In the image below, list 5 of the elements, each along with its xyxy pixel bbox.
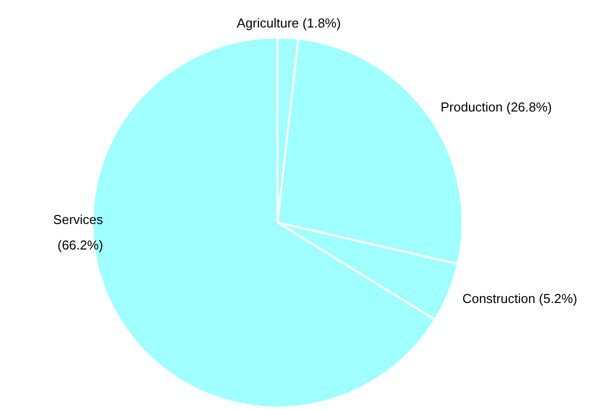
slice-label: Construction (5.2%) bbox=[462, 290, 578, 306]
data-label: (66.2%) bbox=[58, 238, 104, 253]
slice-label: Services bbox=[53, 212, 104, 227]
slice-label: Agriculture (1.8%) bbox=[236, 16, 341, 31]
slice-label: Production (26.8%) bbox=[440, 100, 552, 115]
